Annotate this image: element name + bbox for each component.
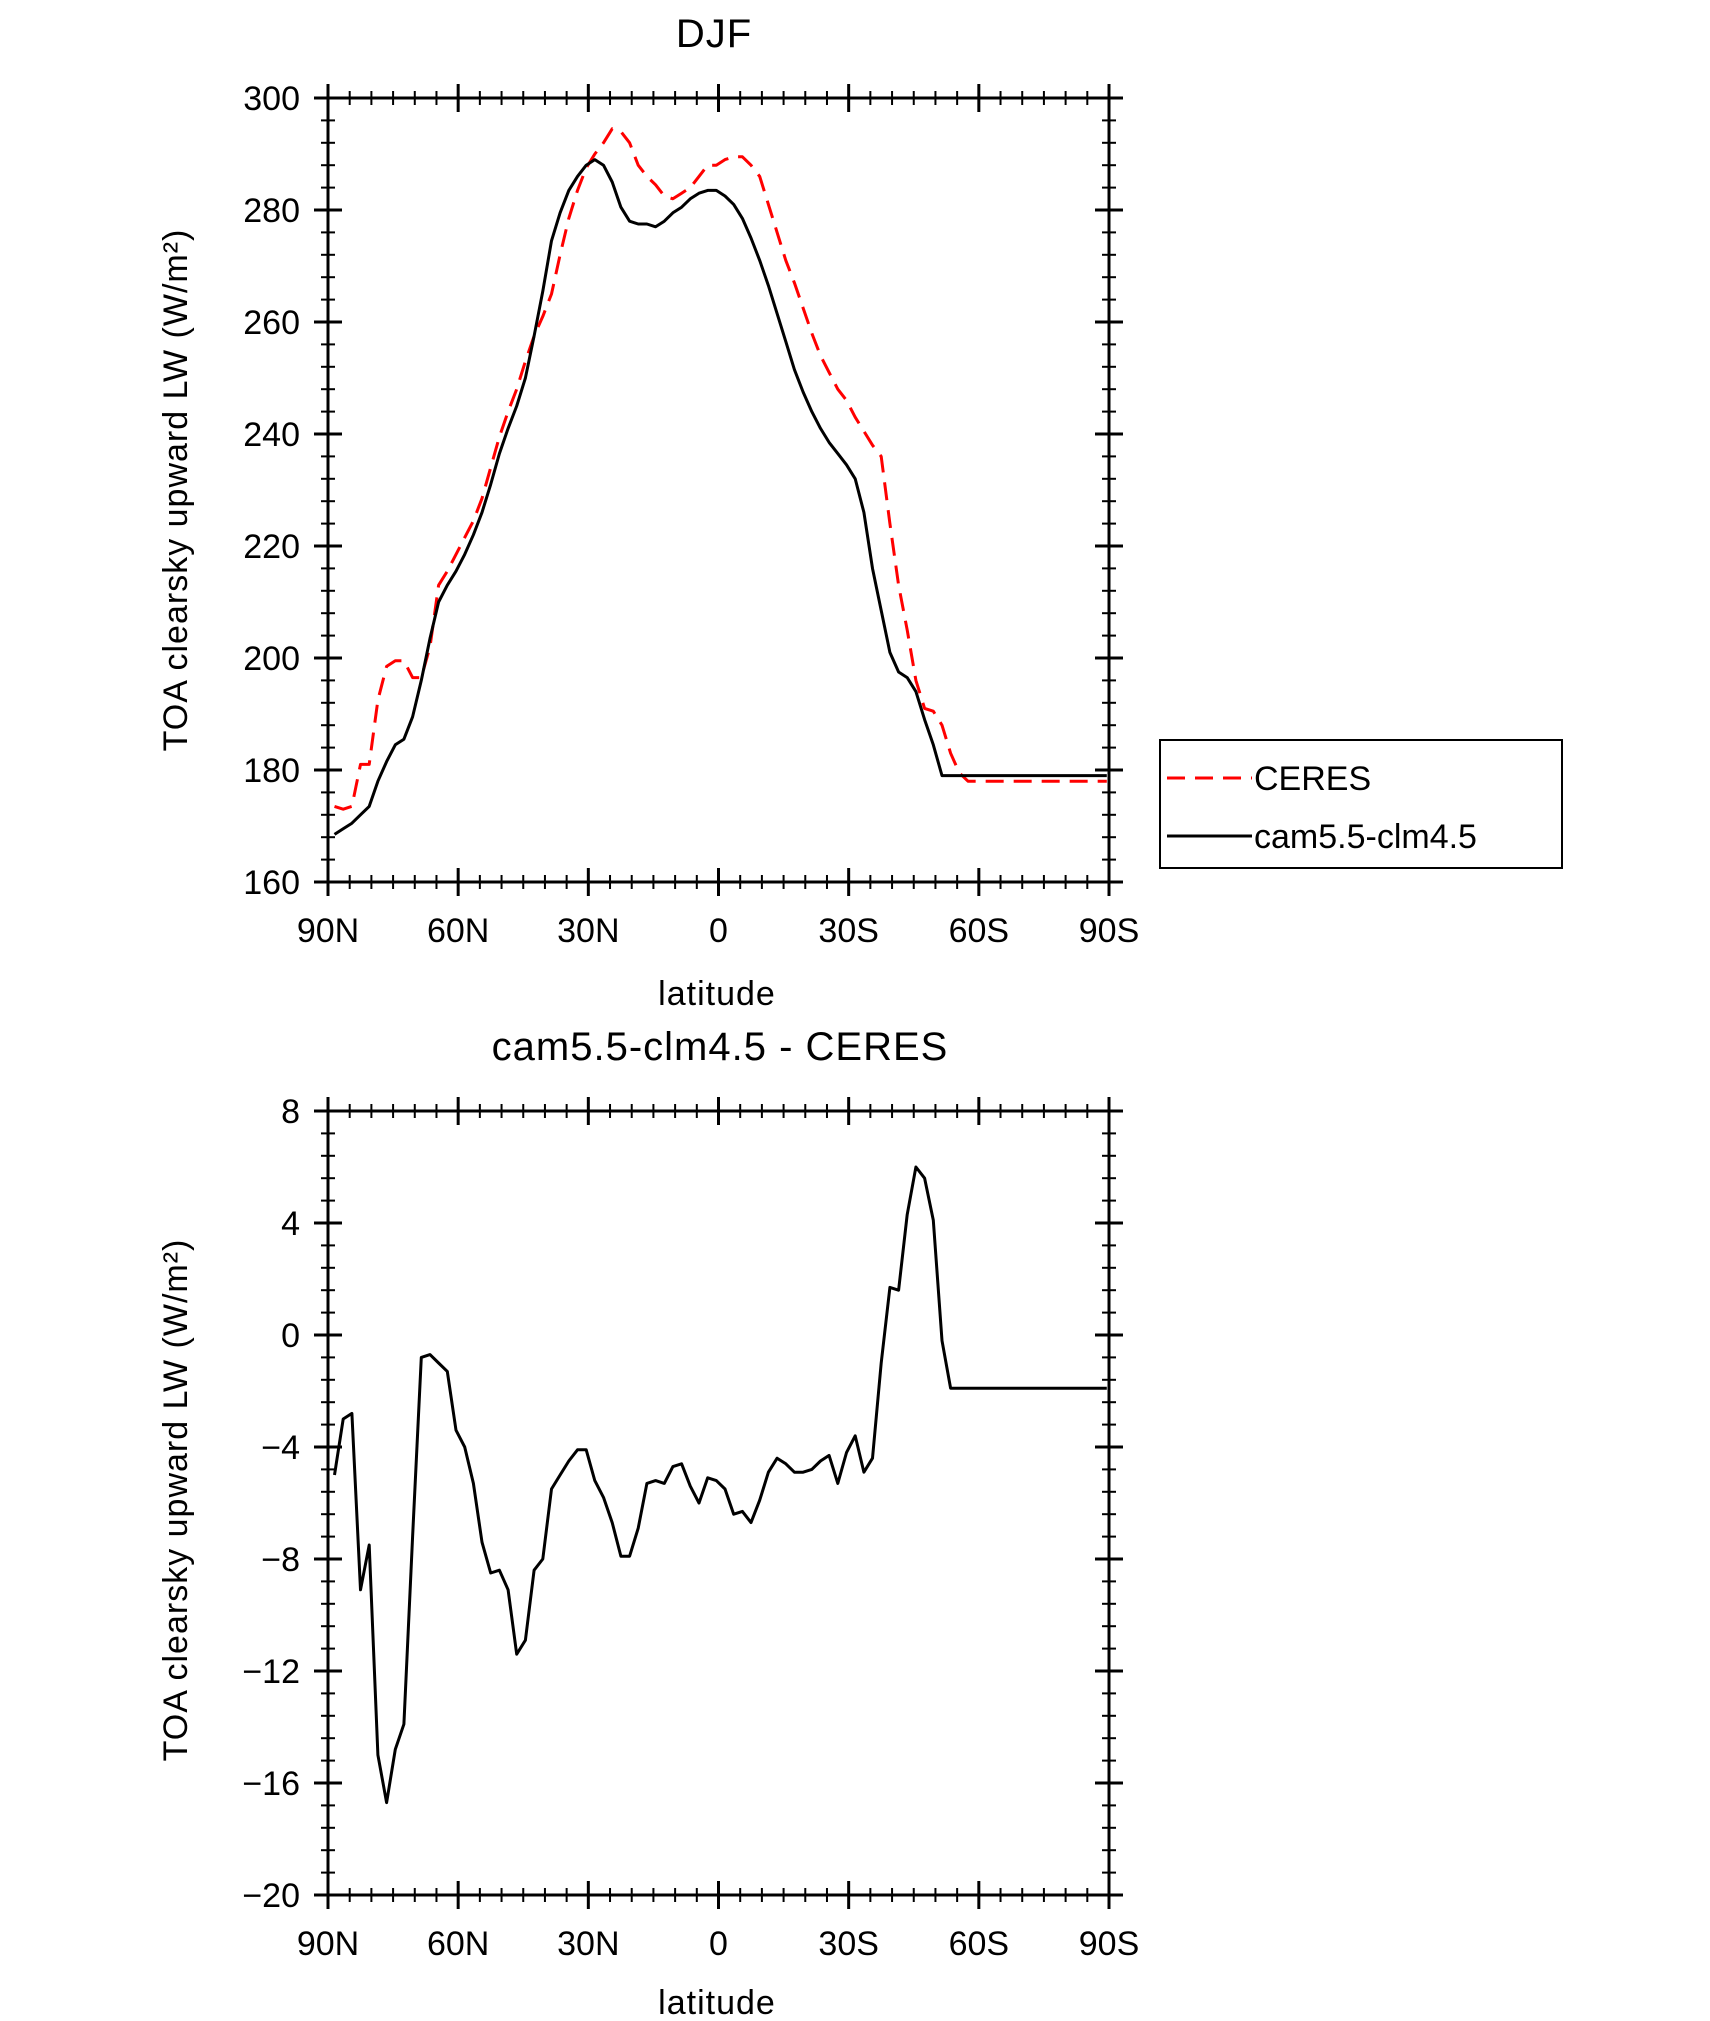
x-axis-label: latitude bbox=[658, 1984, 776, 2021]
x-tick-label: 90N bbox=[297, 912, 359, 950]
x-tick-label: 60N bbox=[427, 912, 489, 950]
series-group bbox=[333, 127, 1107, 836]
plot-frame bbox=[326, 96, 1111, 884]
x-tick-label: 30S bbox=[818, 912, 879, 950]
series-line-cam5-5-clm4-5 bbox=[333, 158, 1107, 836]
legend-label-cam: cam5.5-clm4.5 bbox=[1254, 818, 1477, 856]
y-tick-label: 180 bbox=[243, 752, 300, 790]
y-tick-label: −16 bbox=[242, 1765, 300, 1803]
legend-label-ceres: CERES bbox=[1254, 760, 1371, 798]
x-tick-label: 30N bbox=[557, 912, 619, 950]
series-line-difference bbox=[333, 1165, 1107, 1805]
x-tick-label: 60S bbox=[949, 1925, 1010, 1963]
chart-title: cam5.5-clm4.5 - CERES bbox=[492, 1025, 949, 1069]
series-group bbox=[333, 1165, 1107, 1805]
x-axis-label: latitude bbox=[658, 975, 776, 1013]
x-tick-label: 90S bbox=[1079, 1925, 1140, 1963]
axis-ticks: 160 180 200 220 240 260 280 300 90N 60N 30N 0 30S 60S… bbox=[243, 80, 1139, 950]
y-tick-label: 8 bbox=[281, 1093, 300, 1131]
x-tick-label: 0 bbox=[709, 912, 728, 950]
y-tick-label: −8 bbox=[261, 1541, 300, 1579]
series-line-ceres bbox=[334, 127, 1107, 811]
y-tick-label: 280 bbox=[243, 192, 300, 230]
chart-panel-top: DJF TOA clearsky upward LW (W/m²) latitu… bbox=[157, 12, 1563, 1013]
x-tick-label: 60S bbox=[949, 912, 1010, 950]
x-tick-label: 60N bbox=[427, 1925, 489, 1963]
legend-box bbox=[1159, 739, 1563, 869]
y-tick-label: 240 bbox=[243, 416, 300, 454]
chart-panel-bottom: cam5.5-clm4.5 - CERES TOA clearsky upwar… bbox=[157, 1025, 1139, 2021]
y-tick-label: 300 bbox=[243, 80, 300, 118]
y-tick-label: −20 bbox=[242, 1877, 300, 1915]
y-tick-label: 4 bbox=[281, 1205, 300, 1243]
y-tick-label: −12 bbox=[242, 1653, 300, 1691]
x-tick-label: 0 bbox=[709, 1925, 728, 1963]
legend: CERES cam5.5-clm4.5 bbox=[1159, 739, 1563, 869]
x-tick-label: 30S bbox=[818, 1925, 879, 1963]
chart-title: DJF bbox=[676, 12, 752, 56]
y-tick-label: 160 bbox=[243, 864, 300, 902]
y-axis-label: TOA clearsky upward LW (W/m²) bbox=[157, 1239, 195, 1762]
x-tick-label: 90S bbox=[1079, 912, 1140, 950]
y-tick-label: 260 bbox=[243, 304, 300, 342]
y-tick-label: 200 bbox=[243, 640, 300, 678]
y-axis-label: TOA clearsky upward LW (W/m²) bbox=[157, 229, 195, 752]
x-tick-label: 90N bbox=[297, 1925, 359, 1963]
axis-ticks: −20 −16 −12 −8 −4 0 4 8 90N 60N 30N 0 30S 60S 90S bbox=[242, 1093, 1139, 1963]
x-tick-label: 30N bbox=[557, 1925, 619, 1963]
y-tick-label: 220 bbox=[243, 528, 300, 566]
plot-frame bbox=[326, 1109, 1111, 1897]
y-tick-label: −4 bbox=[261, 1429, 300, 1467]
y-tick-label: 0 bbox=[281, 1317, 300, 1355]
